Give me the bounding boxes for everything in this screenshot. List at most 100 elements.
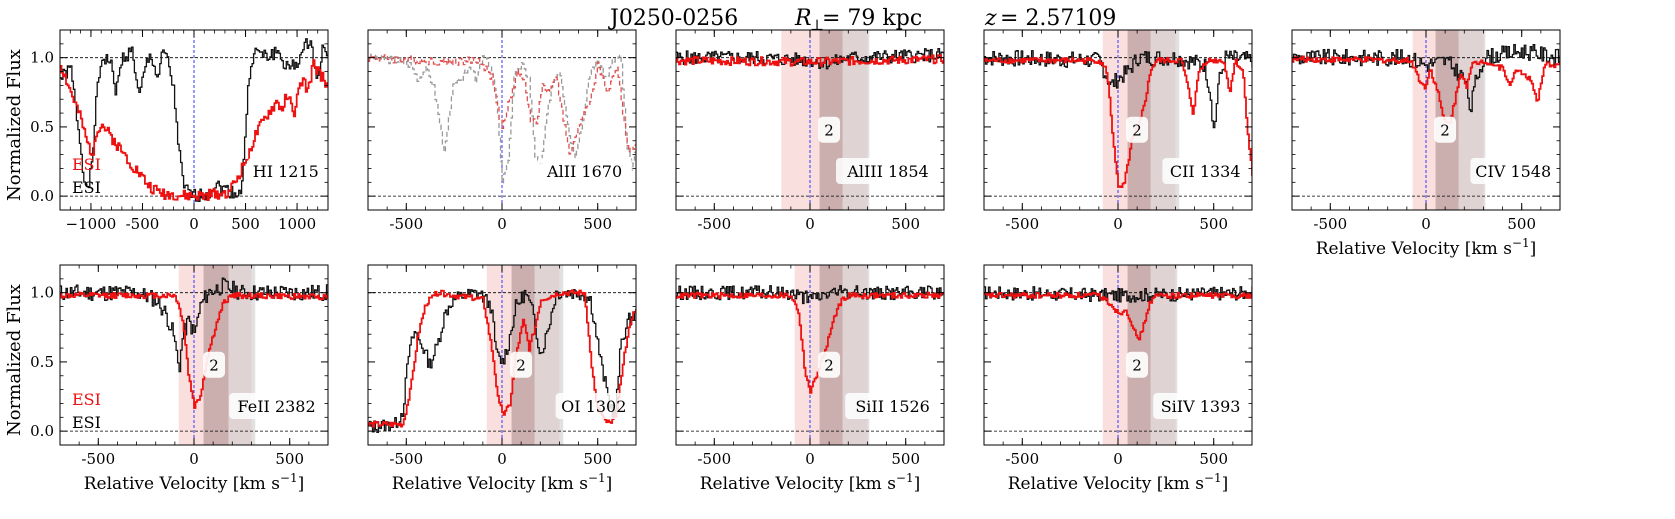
line-label-cii1334: CII 1334 <box>1170 162 1241 181</box>
x-axis-label-sup: −1 <box>280 471 298 485</box>
line-label-feii2382: FeII 2382 <box>238 397 316 416</box>
spectrum-red-1 <box>984 56 1252 188</box>
component-marker-label: 2 <box>824 357 834 375</box>
x-axis-label: Relative Velocity [km s−1] <box>84 471 305 494</box>
component-marker-box <box>1434 116 1457 143</box>
spectrum-red-1 <box>676 291 944 394</box>
y-tick-label: 0.0 <box>30 187 54 205</box>
y-tick-label: 1.0 <box>30 49 54 67</box>
x-axis-label: Relative Velocity [km s−1] <box>700 471 921 494</box>
line-label-box <box>836 158 940 184</box>
x-axis-label-sup: −1 <box>896 471 914 485</box>
component-marker-label: 2 <box>516 357 526 375</box>
legend-red: ESI <box>72 390 101 409</box>
y-tick-label: 0.5 <box>30 353 54 371</box>
line-label-civ1548: CIV 1548 <box>1475 162 1551 181</box>
x-tick-label: -500 <box>697 215 731 233</box>
x-axis-label-end: ] <box>1530 239 1537 259</box>
x-tick-label: 0 <box>1113 450 1123 468</box>
panel-siii1526: -500 0 500 SiII 1526 2 Relative Velocity [km … <box>675 264 945 494</box>
line-label-box <box>247 158 324 184</box>
component-marker-box <box>1126 116 1149 143</box>
figure-header: J0250-0256 R ⊥ = 79 kpc z = 2.57109 <box>608 6 1116 34</box>
x-tick-label: -500 <box>697 450 731 468</box>
legend-red: ESI <box>72 155 101 174</box>
x-tick-label: -500 <box>389 215 423 233</box>
spectrum-red-1 <box>1292 55 1560 124</box>
x-tick-label: 500 <box>583 215 612 233</box>
legend-black: ESI <box>72 413 101 432</box>
x-tick-label: 0 <box>805 215 815 233</box>
line-label-oi1302: OI 1302 <box>561 397 626 416</box>
x-axis-label: Relative Velocity [km s−1] <box>392 471 613 494</box>
spectrum-red-1 <box>984 291 1252 341</box>
panel-hi1215: −1000 -500 0 500 1000 0.0 0.5 1.0 HI 1215 ESI ESI <box>30 29 329 233</box>
y-tick-label: 0.5 <box>30 118 54 136</box>
component-marker-label: 2 <box>824 122 834 140</box>
x-tick-label: 0 <box>1113 215 1123 233</box>
panel-feii2382: -500 0 500 0.0 0.5 1.0 FeII 2382 2 ESI ESI Relativ… <box>30 264 329 494</box>
x-tick-label: -500 <box>126 215 160 233</box>
panel-plot-area <box>984 30 1252 210</box>
x-tick-label: 500 <box>891 450 920 468</box>
panel-civ1548: -500 0 500 CIV 1548 2 Relative Velocity [km s… <box>1291 29 1561 259</box>
y-tick-label: 1.0 <box>30 284 54 302</box>
spectrum-red-1 <box>676 54 944 67</box>
header-target: J0250-0256 <box>608 6 738 31</box>
x-axis-label-main: Relative Velocity [km s <box>1008 474 1204 494</box>
x-tick-label: 500 <box>891 215 920 233</box>
line-label-hi1215: HI 1215 <box>253 162 319 181</box>
x-tick-label: 1000 <box>278 215 316 233</box>
panel-siiv1393: -500 0 500 SiIV 1393 2 Relative Velocity [km … <box>983 264 1253 494</box>
line-label-alii1670: AlII 1670 <box>546 162 622 181</box>
component-marker-box <box>1126 351 1149 378</box>
x-axis-label-sup: −1 <box>1204 471 1222 485</box>
x-tick-label: -500 <box>81 450 115 468</box>
legend-black: ESI <box>72 178 101 197</box>
x-tick-label: 0 <box>497 215 507 233</box>
x-tick-label: −1000 <box>66 215 117 233</box>
line-label-siiv1393: SiIV 1393 <box>1161 397 1241 416</box>
x-tick-label: 0 <box>189 215 199 233</box>
line-label-box <box>229 393 324 419</box>
panel-plot-area <box>368 30 636 210</box>
panel-plot-area <box>60 265 328 445</box>
x-axis-label-main: Relative Velocity [km s <box>392 474 588 494</box>
x-tick-label: 0 <box>805 450 815 468</box>
x-axis-label-sup: −1 <box>588 471 606 485</box>
line-label-box <box>555 393 632 419</box>
x-tick-label: -500 <box>1005 215 1039 233</box>
x-tick-label: 0 <box>497 450 507 468</box>
x-tick-label: 500 <box>583 450 612 468</box>
x-tick-label: 0 <box>1421 215 1431 233</box>
spectrum-black-0 <box>60 277 328 373</box>
component-marker-label: 2 <box>1132 357 1142 375</box>
x-axis-label-end: ] <box>606 474 613 494</box>
x-axis-label-end: ] <box>298 474 305 494</box>
line-label-aliii1854: AlIII 1854 <box>846 162 928 181</box>
line-label-box <box>1153 393 1248 419</box>
component-marker-box <box>510 351 533 378</box>
component-marker-label: 2 <box>1440 122 1450 140</box>
spectrum-black-0 <box>368 288 636 433</box>
ylabel-bottom: Normalized Flux <box>4 284 25 436</box>
x-tick-label: 500 <box>275 450 304 468</box>
panel-alii1670: -500 0 500 AlII 1670 <box>367 29 637 233</box>
line-label-box <box>537 158 632 184</box>
x-axis-label: Relative Velocity [km s−1] <box>1316 236 1537 259</box>
panel-oi1302: -500 0 500 OI 1302 2 Relative Velocity [km s−… <box>367 264 637 494</box>
spectrum-red-1 <box>368 289 636 428</box>
x-axis-label-main: Relative Velocity [km s <box>84 474 280 494</box>
x-tick-label: -500 <box>389 450 423 468</box>
x-tick-label: 500 <box>1507 215 1536 233</box>
header-z-symbol: z <box>984 6 997 31</box>
x-axis-label-main: Relative Velocity [km s <box>700 474 896 494</box>
line-label-siii1526: SiII 1526 <box>855 397 930 416</box>
x-axis-label-end: ] <box>1222 474 1229 494</box>
spectrum-black-0 <box>60 38 328 203</box>
component-marker-label: 2 <box>209 357 219 375</box>
spectrum-gray-0 <box>368 53 636 184</box>
y-tick-label: 0.0 <box>30 422 54 440</box>
